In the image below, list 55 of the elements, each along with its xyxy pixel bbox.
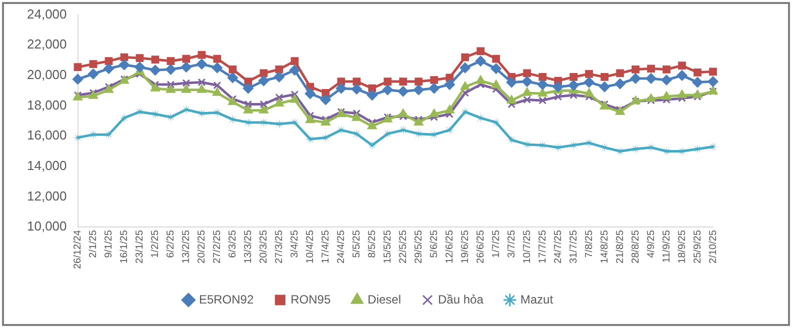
x-tick-label: 23/1/25 <box>134 230 146 264</box>
x-tick-label: 27/3/25 <box>274 230 285 264</box>
y-tick-label: 22,000 <box>26 36 67 52</box>
legend-label: RON95 <box>290 292 331 306</box>
x-tick-label: 26/12/24 <box>72 230 84 270</box>
x-tick-label: 7/8/25 <box>584 230 595 258</box>
legend-label: E5RON92 <box>198 292 254 306</box>
x-tick-label: 6/3/25 <box>227 230 238 258</box>
x-tick-label: 12/6/25 <box>444 230 456 264</box>
x-tick-label: 10/7/25 <box>522 230 533 264</box>
y-tick-label: 14,000 <box>26 158 67 174</box>
x-tick-label: 2/1/25 <box>88 230 100 258</box>
x-tick-label: 15/5/25 <box>382 230 394 264</box>
x-tick-label: 6/2/25 <box>165 230 176 258</box>
y-tick-label: 12,000 <box>26 188 67 204</box>
x-tick-label: 24/7/25 <box>552 230 564 264</box>
x-tick-label: 31/7/25 <box>568 230 580 264</box>
x-tick-label: 1/2/25 <box>150 230 161 258</box>
x-tick-label: 13/3/25 <box>242 230 254 264</box>
x-tick-label: 11/9/25 <box>661 230 672 263</box>
x-tick-label: 17/4/25 <box>320 230 332 264</box>
y-tick-label: 10,000 <box>26 218 67 234</box>
x-tick-label: 13/2/25 <box>180 230 192 264</box>
x-tick-label: 4/9/25 <box>646 230 657 258</box>
x-tick-label: 17/7/25 <box>537 230 548 264</box>
x-tick-label: 22/5/25 <box>398 230 409 264</box>
x-tick-label: 3/7/25 <box>506 230 518 258</box>
x-tick-label: 28/8/25 <box>630 230 642 264</box>
y-tick-label: 24,000 <box>26 6 67 22</box>
x-tick-label: 5/6/25 <box>428 230 440 258</box>
x-tick-label: 2/10/25 <box>708 230 719 264</box>
x-tick-label: 16/1/25 <box>118 230 130 264</box>
x-tick-label: 1/7/25 <box>490 230 502 258</box>
x-tick-label: 10/4/25 <box>304 230 316 264</box>
legend-label: Diesel <box>368 292 402 306</box>
legend-label: Mazut <box>520 292 554 306</box>
x-tick-label: 25/9/25 <box>692 230 704 264</box>
x-tick-label: 20/2/25 <box>196 230 208 264</box>
x-tick-label: 8/5/25 <box>366 230 378 258</box>
x-tick-label: 20/3/25 <box>258 230 270 264</box>
x-tick-label: 19/6/25 <box>460 230 471 264</box>
x-tick-label: 18/9/25 <box>676 230 688 264</box>
x-tick-label: 26/6/25 <box>475 230 486 264</box>
y-tick-label: 20,000 <box>26 67 67 82</box>
legend-label: Dầu hỏa <box>438 292 484 306</box>
y-tick-label: 16,000 <box>26 128 67 143</box>
x-tick-label: 27/2/25 <box>212 230 223 264</box>
x-tick-label: 5/5/25 <box>351 230 362 258</box>
y-tick-label: 18,000 <box>26 97 67 112</box>
x-tick-label: 21/8/25 <box>614 230 626 264</box>
x-tick-label: 3/4/25 <box>289 230 300 258</box>
x-tick-label: 9/1/25 <box>104 230 114 258</box>
x-tick-label: 29/5/25 <box>413 230 424 264</box>
x-tick-label: 24/4/25 <box>336 230 347 264</box>
x-tick-label: 14/8/25 <box>599 230 610 264</box>
